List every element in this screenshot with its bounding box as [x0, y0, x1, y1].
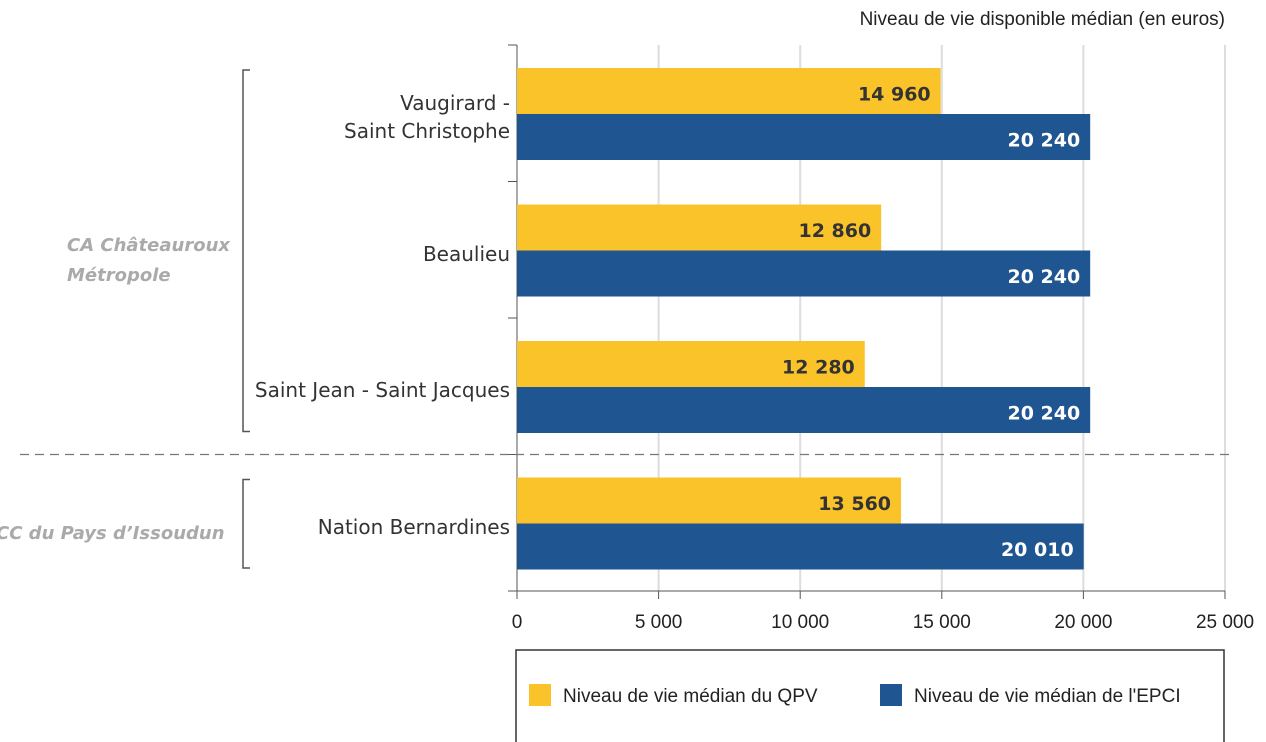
legend-swatch — [880, 684, 902, 706]
axis-title: Niveau de vie disponible médian (en euro… — [860, 9, 1225, 30]
bar — [517, 114, 1091, 160]
category-label: Saint Jean - Saint Jacques — [254, 378, 510, 403]
bar — [517, 341, 865, 387]
value-label: 20 240 — [1007, 130, 1080, 152]
bar — [517, 250, 1091, 297]
bar — [517, 68, 941, 114]
x-tick-label: 5 000 — [635, 612, 683, 633]
x-tick-label: 25 000 — [1196, 612, 1254, 633]
x-tick-label: 10 000 — [771, 612, 829, 633]
value-label: 14 960 — [858, 84, 931, 106]
bar — [517, 477, 902, 524]
value-label: 20 240 — [1007, 266, 1080, 288]
category-label: Nation Bernardines — [317, 514, 510, 539]
category-label: Beaulieu — [422, 241, 510, 266]
bar — [517, 387, 1091, 433]
group-bracket — [242, 69, 250, 433]
x-tick-label: 15 000 — [913, 612, 971, 633]
category-label: Vaugirard - Saint Christophe — [344, 91, 510, 144]
legend-swatch — [529, 684, 551, 706]
value-label: 20 240 — [1007, 403, 1080, 425]
legend-label: Niveau de vie médian du QPV — [563, 686, 818, 707]
value-label: 12 860 — [798, 220, 871, 242]
x-tick-label: 20 000 — [1054, 612, 1112, 633]
x-tick-label: 0 — [512, 612, 523, 633]
value-label: 12 280 — [782, 357, 855, 379]
value-label: 20 010 — [1001, 539, 1074, 561]
group-label: CC du Pays d’Issoudun — [0, 522, 225, 544]
bar — [517, 204, 882, 251]
bar — [517, 523, 1084, 570]
legend-label: Niveau de vie médian de l'EPCI — [914, 686, 1181, 707]
legend-box — [515, 649, 1225, 742]
value-label: 13 560 — [818, 493, 891, 515]
group-label: CA Châteauroux Métropole — [67, 234, 231, 286]
group-bracket — [242, 478, 250, 569]
